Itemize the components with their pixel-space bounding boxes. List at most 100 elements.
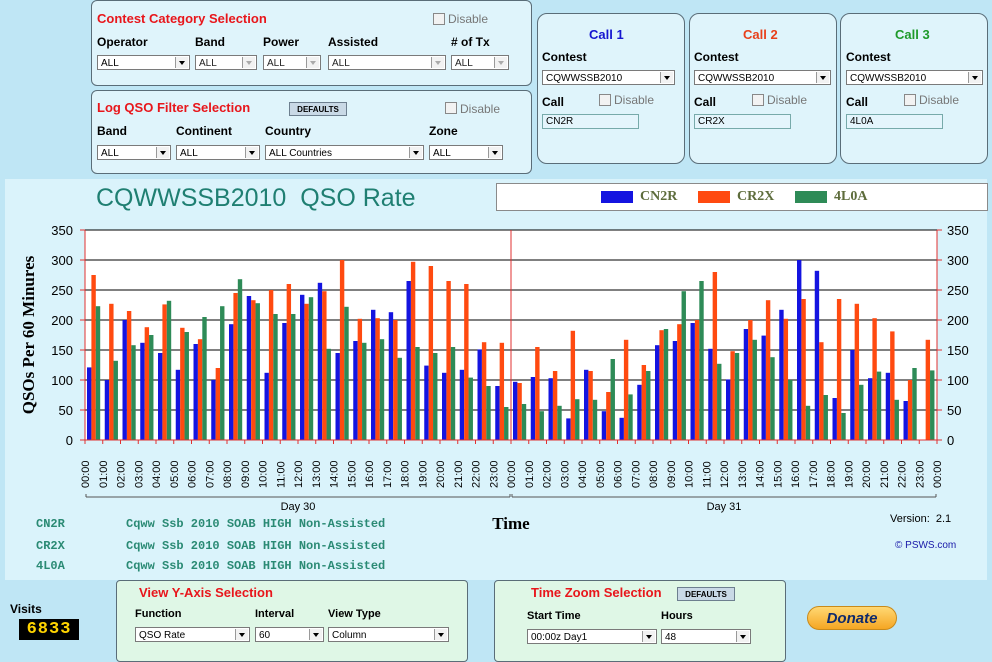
call-2-call-input[interactable]: CR2X xyxy=(694,114,791,129)
band-select[interactable]: ALL xyxy=(195,55,257,70)
donate-button[interactable]: Donate xyxy=(807,606,897,630)
tx-label: # of Tx xyxy=(451,35,490,49)
operator-select[interactable]: ALL xyxy=(97,55,190,70)
chevron-down-icon xyxy=(175,57,188,68)
interval-select[interactable]: 60 xyxy=(255,627,324,642)
time-zoom-defaults-button[interactable]: DEFAULTS xyxy=(677,587,735,601)
power-value: ALL xyxy=(267,58,285,69)
version-text: Version: 2.1 xyxy=(890,513,952,525)
call-2-title: Call 2 xyxy=(743,27,778,42)
call-3-disable-checkbox[interactable] xyxy=(904,94,916,106)
call-1-call-label: Call xyxy=(542,95,565,109)
function-select[interactable]: QSO Rate xyxy=(135,627,250,642)
chevron-down-icon xyxy=(968,72,981,83)
legend-label-cn2r: CN2R xyxy=(640,189,678,204)
chevron-down-icon xyxy=(309,629,322,640)
call-2-call-label: Call xyxy=(694,95,717,109)
chevron-down-icon xyxy=(642,631,655,642)
log-filter-defaults-button[interactable]: DEFAULTS xyxy=(289,102,347,116)
log-filter-disable-label: Disable xyxy=(460,102,501,116)
call-2-disable-label: Disable xyxy=(767,93,808,107)
country-value: ALL Countries xyxy=(269,148,332,159)
call-1-contest-select[interactable]: CQWWSSB2010 xyxy=(542,70,675,85)
contest-category-disable-checkbox[interactable] xyxy=(433,13,445,25)
assisted-label: Assisted xyxy=(328,35,379,49)
call-2-contest-select[interactable]: CQWWSSB2010 xyxy=(694,70,831,85)
continent-label: Continent xyxy=(176,124,232,138)
legend-swatch-cn2r xyxy=(601,191,633,203)
filter-band-value: ALL xyxy=(101,148,119,159)
function-value: QSO Rate xyxy=(139,630,186,641)
call-3-contest-value: CQWWSSB2010 xyxy=(850,73,927,84)
note-call-2: CR2X xyxy=(36,539,65,553)
visits-label: Visits xyxy=(10,602,42,616)
chevron-down-icon xyxy=(488,147,501,158)
zone-select[interactable]: ALL xyxy=(429,145,503,160)
tx-select[interactable]: ALL xyxy=(451,55,509,70)
legend-label-cr2x: CR2X xyxy=(737,189,775,204)
viewtype-value: Column xyxy=(332,630,367,641)
note-desc-3: Cqww Ssb 2010 SOAB HIGH Non-Assisted xyxy=(126,559,386,573)
continent-value: ALL xyxy=(180,148,198,159)
call-3-call-label: Call xyxy=(846,95,869,109)
zone-value: ALL xyxy=(433,148,451,159)
note-call-3: 4L0A xyxy=(36,559,65,573)
country-select[interactable]: ALL Countries xyxy=(265,145,424,160)
start-time-select[interactable]: 00:00z Day1 xyxy=(527,629,657,644)
call-2-disable-checkbox[interactable] xyxy=(752,94,764,106)
call-3-contest-label: Contest xyxy=(846,50,891,64)
hours-select[interactable]: 48 xyxy=(661,629,751,644)
tx-value: ALL xyxy=(455,58,473,69)
call-1-contest-value: CQWWSSB2010 xyxy=(546,73,623,84)
call-3-contest-select[interactable]: CQWWSSB2010 xyxy=(846,70,983,85)
contest-category-title: Contest Category Selection xyxy=(97,11,267,26)
call-1-call-input[interactable]: CN2R xyxy=(542,114,639,129)
chart-legend: CN2R CR2X 4L0A xyxy=(496,183,988,211)
viewtype-label: View Type xyxy=(328,608,381,620)
call-1-panel: Call 1 Contest CQWWSSB2010 Call Disable … xyxy=(537,13,685,164)
chevron-down-icon xyxy=(431,57,444,68)
visits-counter: 6833 xyxy=(19,619,79,640)
yaxis-selection-panel: View Y-Axis Selection Function QSO Rate … xyxy=(116,580,468,662)
band-value: ALL xyxy=(199,58,217,69)
call-3-title: Call 3 xyxy=(895,27,930,42)
filter-band-label: Band xyxy=(97,124,127,138)
country-label: Country xyxy=(265,124,311,138)
operator-value: ALL xyxy=(101,58,119,69)
function-label: Function xyxy=(135,608,182,620)
hours-label: Hours xyxy=(661,610,693,622)
call-3-call-input[interactable]: 4L0A xyxy=(846,114,943,129)
call-1-title: Call 1 xyxy=(589,27,624,42)
call-1-contest-label: Contest xyxy=(542,50,587,64)
note-call-1: CN2R xyxy=(36,517,65,531)
call-1-disable-checkbox[interactable] xyxy=(599,94,611,106)
interval-label: Interval xyxy=(255,608,295,620)
call-2-panel: Call 2 Contest CQWWSSB2010 Call Disable … xyxy=(689,13,837,164)
continent-select[interactable]: ALL xyxy=(176,145,260,160)
log-filter-disable-checkbox[interactable] xyxy=(445,102,457,114)
operator-label: Operator xyxy=(97,35,148,49)
call-3-panel: Call 3 Contest CQWWSSB2010 Call Disable … xyxy=(840,13,988,164)
note-desc-1: Cqww Ssb 2010 SOAB HIGH Non-Assisted xyxy=(126,517,386,531)
chevron-down-icon xyxy=(306,57,319,68)
assisted-value: ALL xyxy=(332,58,350,69)
chevron-down-icon xyxy=(409,147,422,158)
viewtype-select[interactable]: Column xyxy=(328,627,449,642)
yaxis-selection-title: View Y-Axis Selection xyxy=(139,585,273,600)
assisted-select[interactable]: ALL xyxy=(328,55,446,70)
copyright-text: © PSWS.com xyxy=(895,540,957,551)
zone-label: Zone xyxy=(429,124,458,138)
legend-swatch-4l0a xyxy=(795,191,827,203)
chevron-down-icon xyxy=(235,629,248,640)
chevron-down-icon xyxy=(660,72,673,83)
chevron-down-icon xyxy=(494,57,507,68)
power-label: Power xyxy=(263,35,300,49)
contest-category-panel: Contest Category Selection Disable Opera… xyxy=(91,0,532,86)
filter-band-select[interactable]: ALL xyxy=(97,145,171,160)
power-select[interactable]: ALL xyxy=(263,55,321,70)
note-desc-2: Cqww Ssb 2010 SOAB HIGH Non-Assisted xyxy=(126,539,386,553)
legend-swatch-cr2x xyxy=(698,191,730,203)
interval-value: 60 xyxy=(259,630,271,641)
contest-category-disable-label: Disable xyxy=(448,12,489,26)
chart-title: CQWWSSB2010 QSO Rate xyxy=(96,184,416,212)
